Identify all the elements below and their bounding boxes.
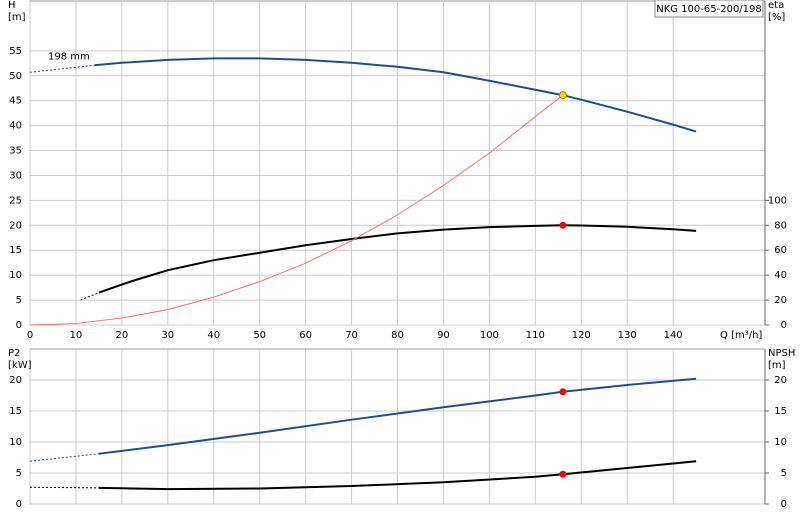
- y-tick-label: 35: [9, 146, 22, 157]
- operating-point: [558, 91, 567, 100]
- y2-tick-label: 5: [781, 468, 787, 479]
- y2-tick-label: 10: [774, 437, 787, 448]
- x-tick-label: 100: [480, 330, 499, 341]
- x-tick-label: 120: [572, 330, 591, 341]
- y2-tick-label: 40: [774, 270, 787, 281]
- y-unit: [m]: [8, 12, 26, 23]
- y-tick-label: 5: [16, 468, 22, 479]
- y-tick-label: 0: [16, 320, 22, 331]
- chart-title: NKG 100-65-200/198: [656, 4, 762, 15]
- y-tick-label: 10: [9, 270, 22, 281]
- x-tick-label: 80: [391, 330, 404, 341]
- y2-tick-label: 80: [774, 220, 787, 231]
- y-unit: [kW]: [8, 360, 32, 371]
- y2-tick-label: 15: [774, 406, 787, 417]
- y-tick-label: 45: [9, 96, 22, 107]
- x-tick-label: 110: [526, 330, 545, 341]
- x-tick-label: 40: [207, 330, 220, 341]
- y-tick-label: 25: [9, 195, 22, 206]
- y-tick-label: 40: [9, 121, 22, 132]
- series-line: [29, 64, 95, 73]
- x-tick-label: 20: [116, 330, 129, 341]
- x-tick-label: 70: [345, 330, 358, 341]
- x-tick-label: 130: [618, 330, 637, 341]
- y2-tick-label: 20: [774, 375, 787, 386]
- y2-tick-label: 60: [774, 245, 787, 256]
- x-tick-label: 0: [27, 330, 33, 341]
- y2-label: eta: [768, 0, 784, 11]
- y-tick-label: 15: [9, 245, 22, 256]
- y2-unit: [m]: [768, 360, 786, 371]
- series-line: [98, 224, 697, 294]
- series-line: [29, 486, 99, 489]
- y-tick-label: 5: [16, 295, 22, 306]
- y-tick-label: 15: [9, 406, 22, 417]
- series-line: [98, 460, 697, 491]
- y2-tick-label: 0: [781, 499, 787, 510]
- x-tick-label: 10: [70, 330, 83, 341]
- x-tick-label: 50: [253, 330, 266, 341]
- y-label: H: [8, 0, 16, 11]
- y-tick-label: 30: [9, 170, 22, 181]
- title-box: [654, 0, 764, 18]
- y-tick-label: 10: [9, 437, 22, 448]
- series-line: [98, 377, 697, 455]
- x-label: Q [m³/h]: [720, 330, 762, 341]
- y2-tick-label: 0: [781, 320, 787, 331]
- operating-point: [559, 221, 567, 229]
- y2-tick-label: 100: [768, 195, 787, 206]
- panel: 0 10 20 30 40 50 60 70 80 90 100 110 120 130 140 0 5 10 15…: [8, 0, 787, 341]
- x-tick-label: 30: [161, 330, 174, 341]
- operating-point: [559, 388, 567, 396]
- plots: 0 10 20 30 40 50 60 70 80 90 100 110 120 130 140051015…: [8, 0, 795, 510]
- y-tick-label: 50: [9, 71, 22, 82]
- x-tick-label: 140: [664, 330, 683, 341]
- operating-point: [559, 470, 567, 478]
- panel: 0 5 10 15 20 0 5 10 15 20 P2[kW] NPSH[m]: [8, 348, 795, 510]
- series-line: [29, 453, 99, 462]
- y-tick-label: 20: [9, 375, 22, 386]
- x-tick-label: 90: [437, 330, 450, 341]
- x-tick-label: 60: [299, 330, 312, 341]
- series-line: [29, 94, 564, 326]
- y2-label: NPSH: [768, 348, 795, 359]
- y2-tick-label: 20: [774, 295, 787, 306]
- y-tick-label: 0: [16, 499, 22, 510]
- y-tick-label: 20: [9, 220, 22, 231]
- curve-annotation: 198 mm: [48, 51, 90, 62]
- y-tick-label: 55: [9, 46, 22, 57]
- y-label: P2: [8, 348, 20, 359]
- series-line: [80, 292, 100, 301]
- series-line: [94, 57, 697, 133]
- y2-unit: [%]: [768, 12, 785, 23]
